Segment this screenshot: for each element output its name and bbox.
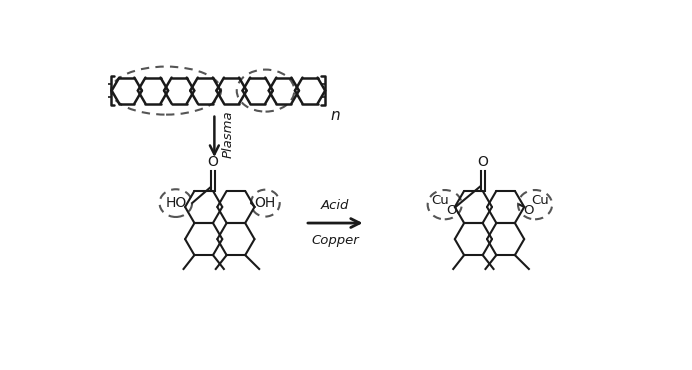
Text: Plasma: Plasma xyxy=(222,110,235,158)
Text: O: O xyxy=(446,204,457,216)
Text: Cu: Cu xyxy=(531,194,549,206)
Text: Acid: Acid xyxy=(321,199,349,212)
Text: Copper: Copper xyxy=(311,234,359,247)
Text: OH: OH xyxy=(255,196,276,210)
Text: O: O xyxy=(208,155,219,169)
Text: O: O xyxy=(523,204,534,216)
Text: Cu: Cu xyxy=(431,194,449,206)
Text: HO: HO xyxy=(165,196,186,210)
Text: O: O xyxy=(477,155,489,169)
Text: n: n xyxy=(330,108,340,123)
